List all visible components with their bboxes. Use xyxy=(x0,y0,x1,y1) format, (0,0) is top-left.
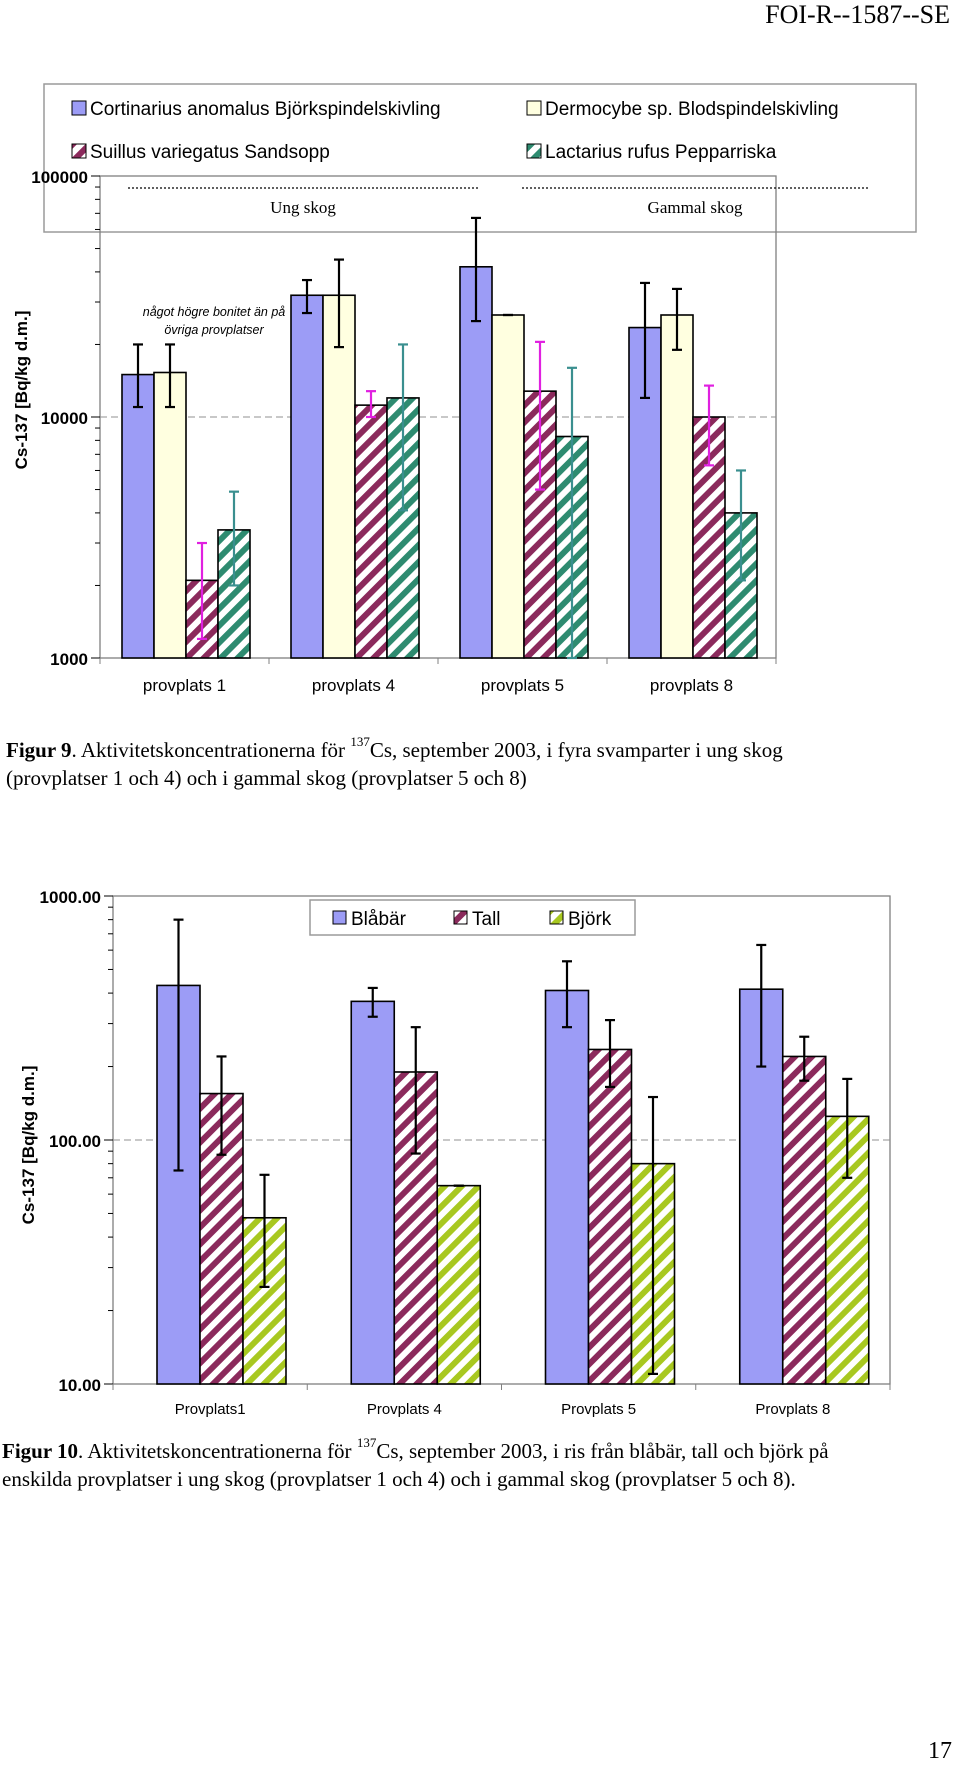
x-category-label: provplats 8 xyxy=(650,676,733,695)
bar-0-2 xyxy=(459,265,493,659)
x-category-label: Provplats 5 xyxy=(561,1401,636,1418)
bar-0-1 xyxy=(290,294,324,659)
bar-0-1 xyxy=(350,1000,396,1385)
figure-10-caption-label: Figur 10 xyxy=(2,1439,79,1463)
legend-swatch-dermocybe xyxy=(526,100,542,116)
legend-label-lactarius: Lactarius rufus Pepparriska xyxy=(545,142,777,163)
figure-9-caption-label: Figur 9 xyxy=(6,738,72,762)
y-axis-label: Cs-137 [Bq/kg d.m.] xyxy=(12,311,31,470)
legend-swatch-blabar xyxy=(332,910,347,925)
figure-10-caption: Figur 10. Aktivitetskoncentrationerna fö… xyxy=(2,1435,829,1493)
legend-label-tall: Tall xyxy=(472,909,501,930)
group-label: Gammal skog xyxy=(648,198,743,217)
page-number: 17 xyxy=(928,1738,952,1764)
x-category-label: Provplats 8 xyxy=(755,1401,830,1418)
figure-10-chart: Blåbär Tall Björk Cs-137 [Bq/kg d.m.] 10… xyxy=(19,888,891,1418)
bar-2-1 xyxy=(354,404,388,659)
x-category-label: Provplats 4 xyxy=(367,1401,442,1418)
bar-0-0 xyxy=(121,373,155,659)
figure-10-caption-sup: 137 xyxy=(356,1435,377,1450)
annotation-text: något högre bonitet än på xyxy=(143,305,286,319)
figure-9-caption-rest: Cs, september 2003, i fyra svamparter i … xyxy=(369,738,783,762)
legend-box xyxy=(309,899,636,936)
legend-swatch-suillus xyxy=(71,143,87,159)
annotation-text: övriga provplatser xyxy=(164,323,264,337)
legend-label-blabar: Blåbär xyxy=(351,909,407,930)
figure-9-chart: Cortinarius anomalus Björkspindelskivlin… xyxy=(12,83,917,695)
y-tick-label: 100.00 xyxy=(49,1132,101,1151)
legend-label-dermocybe: Dermocybe sp. Blodspindelskivling xyxy=(545,99,839,120)
document-id: FOI-R--1587--SE xyxy=(765,0,950,29)
bar-2-1 xyxy=(436,1184,482,1385)
x-category-label: provplats 4 xyxy=(312,676,395,695)
y-tick-label: 10.00 xyxy=(58,1376,101,1395)
bar-1-2 xyxy=(491,314,525,659)
figure-9-caption: Figur 9. Aktivitetskoncentrationerna för… xyxy=(6,734,783,792)
figure-9-caption-line2: (provplatser 1 och 4) och i gammal skog … xyxy=(6,766,527,790)
x-category-label: provplats 1 xyxy=(143,676,226,695)
y-tick-label: 100000 xyxy=(31,168,88,187)
legend-swatch-cortinarius xyxy=(71,100,87,116)
figure-9-caption-sup: 137 xyxy=(350,734,370,749)
figure-9-plot-area: 1000 10000 100000 provplats 1 provplats 4 pro… xyxy=(31,168,868,695)
x-category-label: provplats 5 xyxy=(481,676,564,695)
group-label: Ung skog xyxy=(270,198,336,217)
legend-swatch-lactarius xyxy=(526,143,542,159)
bar-1-3 xyxy=(660,314,694,659)
y-tick-label: 10000 xyxy=(41,409,88,428)
figure-9-caption-pre: . Aktivitetskoncentrationerna för xyxy=(71,738,351,762)
legend-swatch-bjork xyxy=(549,910,564,925)
legend-label-suillus: Suillus variegatus Sandsopp xyxy=(90,142,330,163)
y-tick-label: 1000 xyxy=(50,650,88,669)
legend-swatch-tall xyxy=(453,910,468,925)
bar-1-1 xyxy=(322,294,356,659)
bar-0-2 xyxy=(544,989,590,1385)
legend-box xyxy=(43,83,917,233)
legend-label-bjork: Björk xyxy=(568,909,612,930)
bar-1-0 xyxy=(153,371,187,659)
figure-10-caption-line2: enskilda provplatser i ung skog (provpla… xyxy=(2,1467,796,1491)
figure-10-caption-rest: Cs, september 2003, i ris från blåbär, t… xyxy=(376,1439,829,1463)
bar-1-2 xyxy=(587,1048,633,1385)
figure-10-caption-pre: . Aktivitetskoncentrationerna för xyxy=(78,1439,357,1463)
legend-label-cortinarius: Cortinarius anomalus Björkspindelskivlin… xyxy=(90,99,441,120)
bar-1-3 xyxy=(781,1055,827,1385)
y-axis-label: Cs-137 [Bq/kg d.m.] xyxy=(19,1066,38,1225)
figure-10-plot-area: 10.00 100.00 1000.00 Provplats1 Provplats 4 P… xyxy=(40,888,891,1418)
x-category-label: Provplats1 xyxy=(175,1401,246,1418)
y-tick-label: 1000.00 xyxy=(40,888,101,907)
